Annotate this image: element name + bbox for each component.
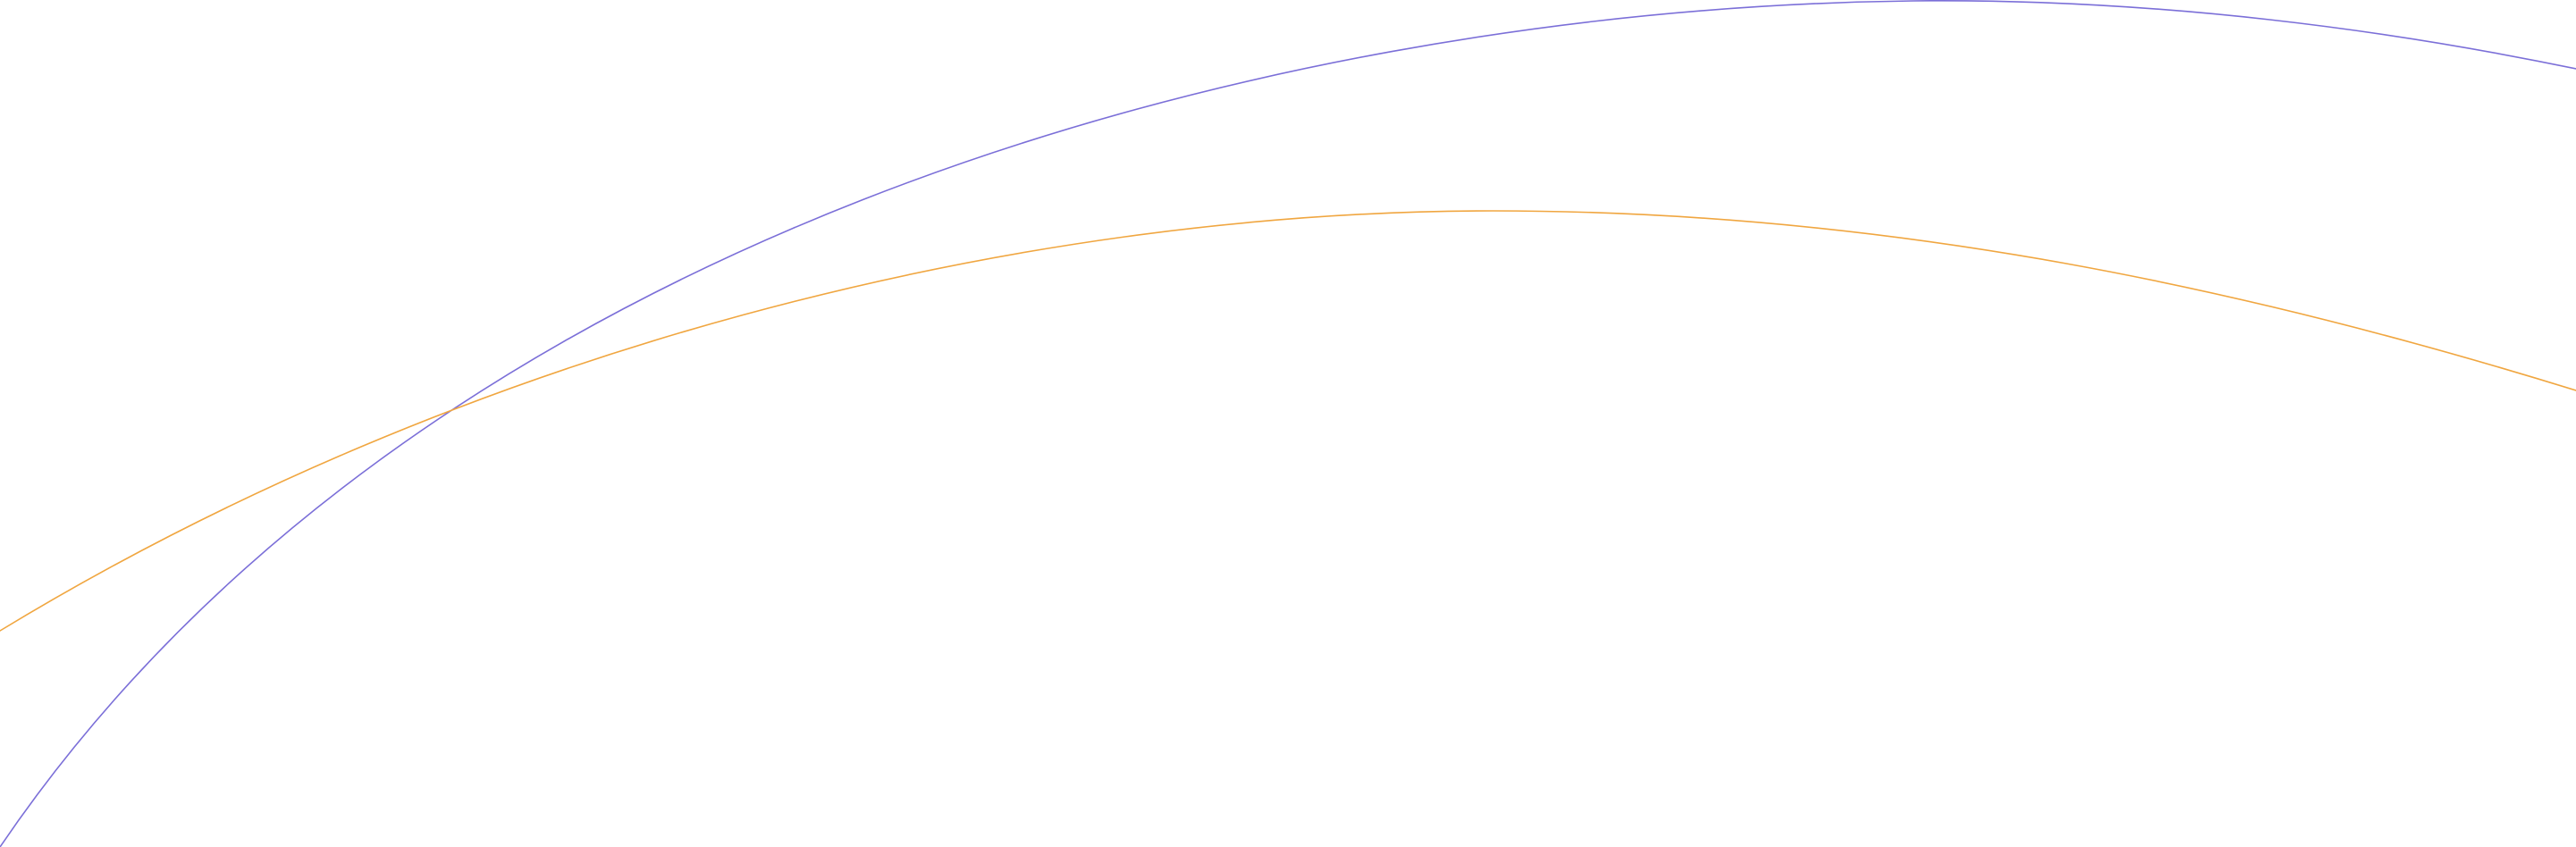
background: [0, 0, 2576, 847]
decorative-curves-canvas: [0, 0, 2576, 847]
